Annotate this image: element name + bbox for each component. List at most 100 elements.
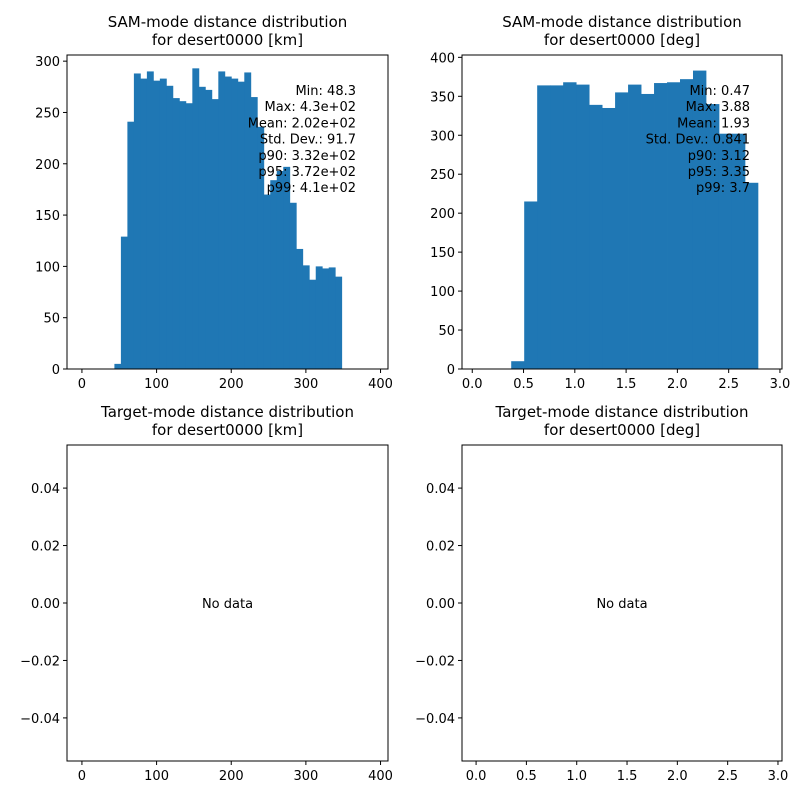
x-tick-label: 300 [293, 377, 318, 392]
chart-title: Target-mode distance distribution [100, 403, 354, 421]
stats-text: Min: 0.47 [689, 84, 750, 99]
x-tick-label: 2.5 [718, 377, 739, 392]
stats-text: p99: 4.1e+02 [267, 181, 356, 196]
histogram-bar [270, 180, 278, 369]
y-tick-label: 150 [35, 209, 60, 224]
x-tick-label: 0.0 [466, 769, 487, 784]
histogram-bar [302, 265, 310, 369]
histogram-bar [335, 276, 343, 369]
histogram-bar [127, 121, 135, 370]
histogram-bar [146, 71, 154, 369]
x-tick-label: 100 [144, 377, 169, 392]
x-tick-label: 200 [219, 769, 244, 784]
stats-text: Min: 48.3 [295, 84, 356, 99]
x-tick-label: 400 [368, 769, 393, 784]
histogram-bar [257, 126, 265, 369]
histogram-bar [718, 133, 733, 369]
stats-text: Max: 3.88 [686, 100, 750, 115]
histogram-bar [159, 78, 167, 369]
histogram-bar [563, 82, 577, 369]
histogram-bar [153, 80, 161, 369]
chart-title: SAM-mode distance distribution [108, 13, 348, 31]
histogram-bar [172, 98, 180, 370]
histogram-bar [133, 73, 141, 370]
x-tick-label: 400 [368, 377, 393, 392]
histogram-bar [524, 201, 538, 369]
x-tick-label: 1.0 [566, 769, 587, 784]
y-tick-label: 0.02 [31, 540, 60, 555]
histogram-bar [731, 133, 746, 369]
histogram-bar [211, 99, 219, 370]
y-tick-label: 150 [430, 246, 455, 261]
histogram-bar [296, 248, 304, 369]
histogram-bar [224, 76, 232, 370]
x-tick-label: 0 [78, 769, 86, 784]
stats-text: Std. Dev.: 91.7 [260, 133, 356, 148]
chart-title: Target-mode distance distribution [495, 403, 749, 421]
chart-subtitle: for desert0000 [km] [152, 31, 303, 49]
y-tick-label: 300 [430, 129, 455, 144]
histogram-bar [654, 83, 668, 370]
y-tick-label: 0.04 [31, 482, 60, 497]
histogram-bar [114, 363, 122, 369]
y-tick-label: 0 [447, 363, 455, 378]
stats-text: p95: 3.35 [688, 165, 750, 180]
histogram-bar [263, 194, 271, 369]
x-tick-label: 3.0 [768, 769, 789, 784]
histogram-bar [705, 104, 720, 369]
histogram-bar [589, 104, 603, 370]
y-tick-label: 200 [35, 158, 60, 173]
no-data-text: No data [202, 597, 253, 612]
stats-text: Max: 4.3e+02 [265, 100, 357, 115]
histogram-bar [231, 78, 239, 369]
x-tick-label: 3.0 [770, 377, 791, 392]
stats-text: Mean: 2.02e+02 [248, 116, 356, 131]
histogram-bar [744, 182, 759, 369]
x-tick-label: 1.0 [564, 377, 585, 392]
y-tick-label: 0.04 [426, 482, 455, 497]
y-tick-label: 0.00 [426, 597, 455, 612]
y-tick-label: 350 [430, 90, 455, 105]
y-tick-label: 0.02 [426, 540, 455, 555]
histogram-bar [309, 279, 317, 369]
x-tick-label: 0 [78, 377, 86, 392]
histogram-bar [576, 84, 590, 369]
x-tick-label: 2.0 [667, 769, 688, 784]
x-tick-label: 1.5 [617, 769, 638, 784]
histogram-bar [179, 101, 187, 370]
stats-text: p90: 3.12 [688, 149, 750, 164]
chart-subtitle: for desert0000 [deg] [544, 421, 700, 439]
chart-title: SAM-mode distance distribution [502, 13, 742, 31]
y-tick-label: 50 [438, 324, 455, 339]
chart-subtitle: for desert0000 [deg] [544, 31, 700, 49]
y-tick-label: −0.02 [20, 654, 60, 669]
stats-text: Std. Dev.: 0.841 [646, 133, 750, 148]
no-data-text: No data [596, 597, 647, 612]
histogram-bar [550, 85, 564, 370]
histogram-bar [511, 361, 525, 369]
histogram-bar [276, 170, 284, 369]
stats-text: p95: 3.72e+02 [258, 165, 356, 180]
y-tick-label: 100 [35, 260, 60, 275]
y-tick-label: −0.02 [415, 654, 455, 669]
axes-frame [461, 54, 783, 370]
histogram-bar [692, 70, 707, 369]
stats-text: Mean: 1.93 [677, 116, 750, 131]
histogram-bar [140, 78, 148, 369]
y-tick-label: 100 [430, 285, 455, 300]
histogram-bar [602, 107, 616, 369]
y-tick-label: −0.04 [20, 712, 60, 727]
histogram-bar [237, 81, 245, 369]
histogram-bar [185, 103, 193, 369]
x-tick-label: 0.5 [513, 377, 534, 392]
histogram-bar [641, 93, 655, 369]
histogram-bar [205, 89, 213, 369]
y-tick-label: −0.04 [415, 712, 455, 727]
x-tick-label: 1.5 [616, 377, 637, 392]
histogram-bar [244, 72, 252, 369]
histogram-bar [537, 85, 551, 370]
stats-text: p90: 3.32e+02 [258, 149, 356, 164]
